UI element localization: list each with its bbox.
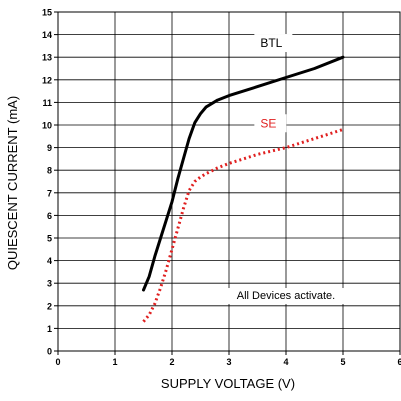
x-tick-label: 5: [340, 357, 345, 367]
y-tick-label: 2: [47, 301, 52, 311]
x-tick-label: 4: [283, 357, 288, 367]
series-label-bg: [254, 114, 287, 133]
y-tick-label: 0: [47, 347, 52, 357]
y-tick-label: 5: [47, 234, 52, 244]
y-tick-label: 6: [47, 211, 52, 221]
x-axis-label: SUPPLY VOLTAGE (V): [161, 376, 295, 391]
x-tick-label: 2: [169, 357, 174, 367]
y-tick-label: 7: [47, 188, 52, 198]
y-tick-label: 4: [47, 256, 52, 266]
y-tick-label: 9: [47, 143, 52, 153]
y-tick-label: 15: [42, 8, 52, 18]
annotation-text: All Devices activate.: [237, 290, 335, 302]
y-tick-label: 13: [42, 53, 52, 63]
y-tick-label: 1: [47, 324, 52, 334]
series-layer: BTL SE: [142, 34, 345, 323]
series-line-se: [142, 128, 344, 323]
annotations-layer: All Devices activate.: [226, 288, 348, 305]
annotation-bg: [226, 288, 348, 305]
series-label-se: SE: [260, 116, 276, 130]
y-tick-label: 10: [42, 121, 52, 131]
y-tick-label: 14: [42, 30, 52, 40]
series-label-btl: BTL: [260, 36, 282, 50]
y-tick-label: 12: [42, 75, 52, 85]
y-tick-label: 11: [42, 98, 52, 108]
x-tick-label: 3: [226, 357, 231, 367]
x-tick-label: 1: [112, 357, 117, 367]
series-line-btl: [142, 55, 345, 292]
y-tick-label: 8: [47, 166, 52, 176]
y-axis-label: QUIESCENT CURRENT (mA): [5, 96, 20, 270]
x-tick-label: 0: [55, 357, 60, 367]
y-tick-label: 3: [47, 279, 52, 289]
series-label-bg: [254, 34, 293, 53]
x-tick-label: 6: [397, 357, 401, 367]
